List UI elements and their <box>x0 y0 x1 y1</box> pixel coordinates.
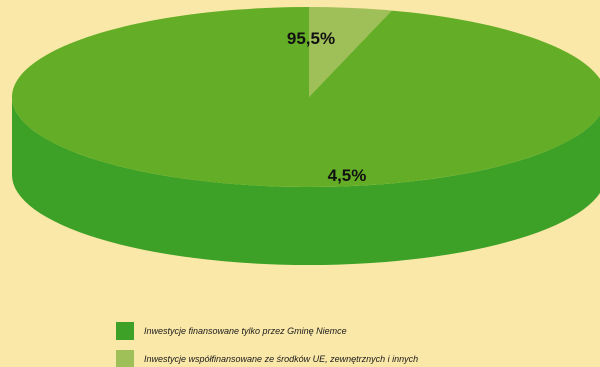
legend-swatch-gmina <box>116 322 134 340</box>
slice-side-gmina <box>12 97 600 265</box>
legend-label-gmina: Inwestycje finansowane tylko przez Gminę… <box>144 326 347 336</box>
slice-top-ue <box>309 7 392 97</box>
legend-label-ue: Inwestycje współfinansowane ze środków U… <box>144 354 419 364</box>
slice-top-gmina <box>12 7 600 187</box>
legend-swatch-ue <box>116 350 134 367</box>
slice-label-gmina: 95,5% <box>287 29 335 48</box>
slice-label-ue: 4,5% <box>328 166 367 185</box>
